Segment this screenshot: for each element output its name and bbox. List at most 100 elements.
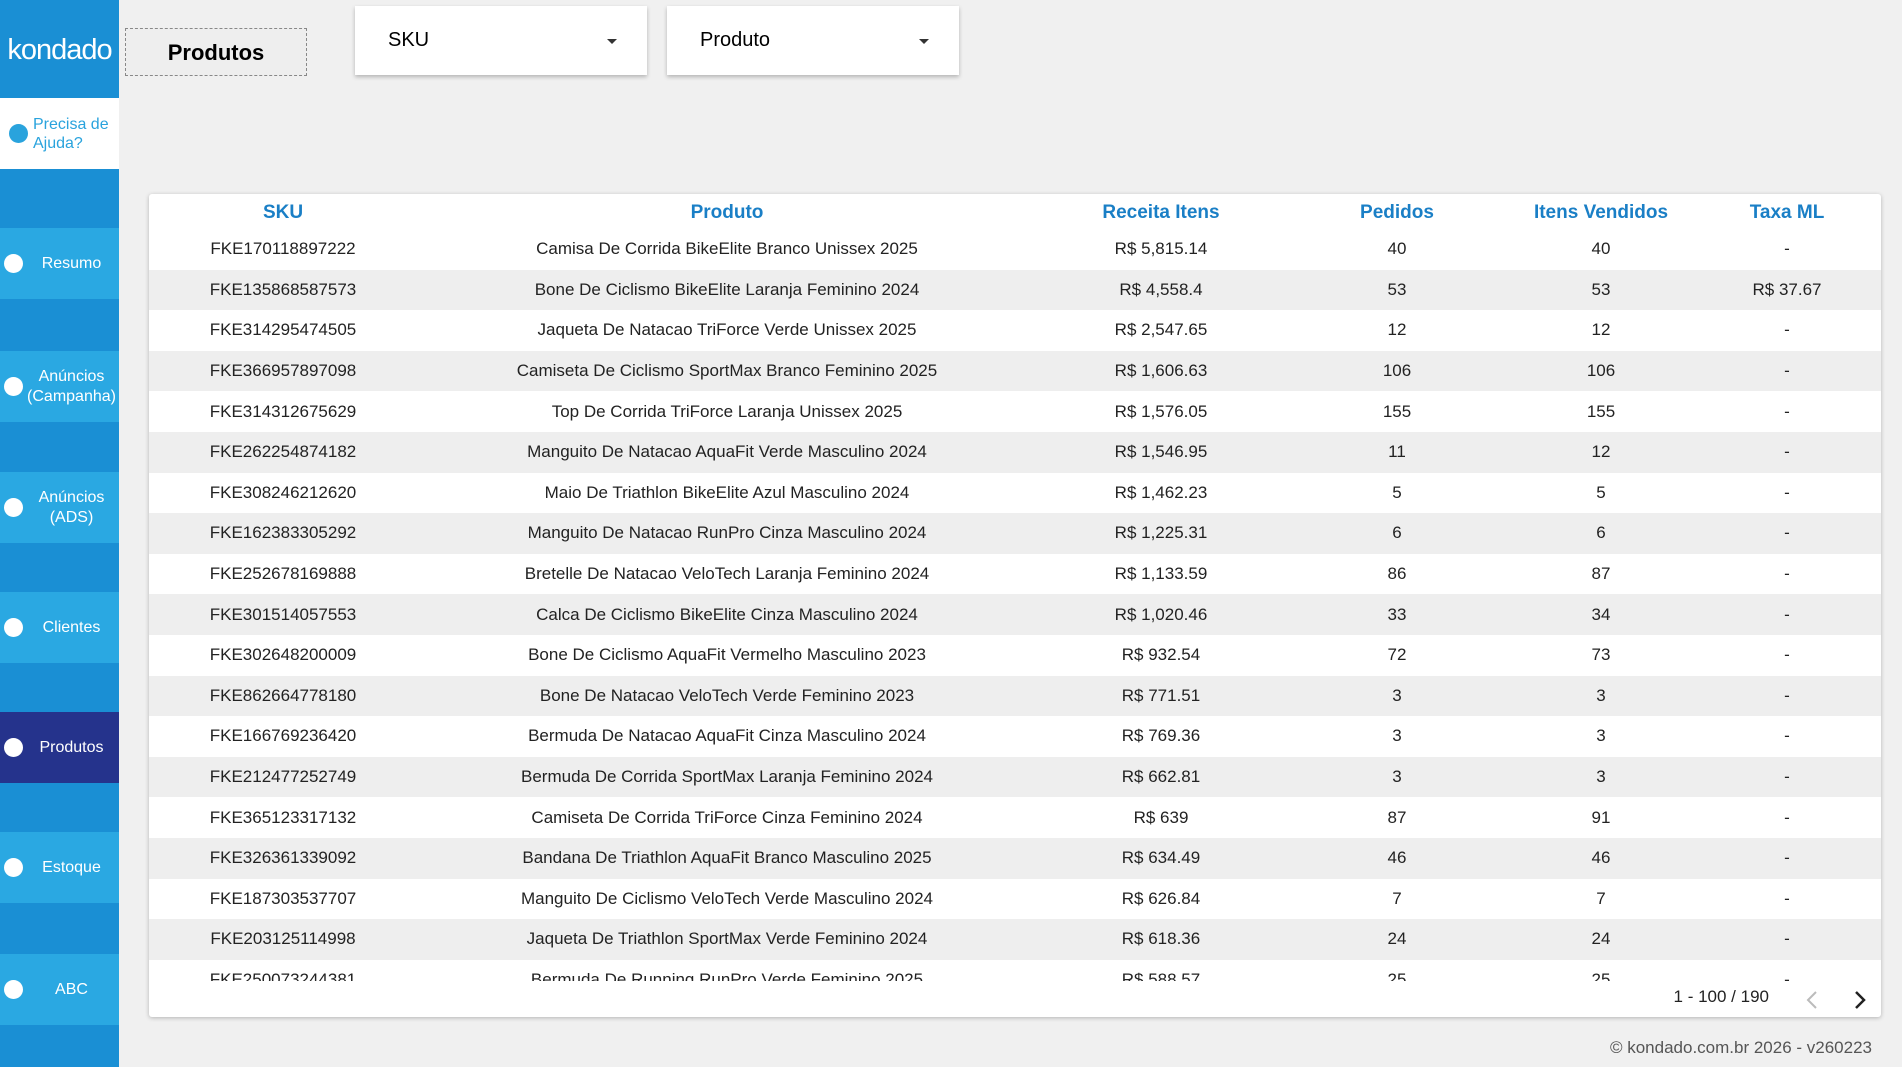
table-cell: FKE135868587573 (209, 279, 357, 299)
nav-label: Produtos (39, 738, 104, 756)
table-cell: 87 (1387, 807, 1407, 827)
table-cell: R$ 1,225.31 (1114, 523, 1208, 543)
nav-label: Estoque (42, 858, 101, 876)
table-cell: FKE314295474505 (209, 320, 357, 340)
table-cell: FKE262254874182 (209, 442, 357, 462)
nav-item[interactable]: Resumo (0, 228, 119, 299)
column-header[interactable]: Receita Itens (1102, 202, 1220, 223)
table-cell: 24 (1591, 929, 1611, 949)
nav-label: ABC (55, 980, 88, 998)
table-cell: 12 (1591, 320, 1611, 340)
table-cell: R$ 932.54 (1121, 645, 1201, 665)
nav-label: Anúncios (Campanha) (27, 367, 116, 405)
table-cell: Camiseta De Corrida TriForce Cinza Femin… (531, 807, 923, 827)
table-cell: FKE308246212620 (209, 482, 357, 502)
table-card: SKU Produto Receita Itens Pedidos Itens Vend… (149, 194, 1881, 1017)
table-cell: FKE250073244381 (209, 970, 357, 981)
icon (4, 618, 23, 637)
icon (9, 124, 28, 143)
sidebar: kondado Precisa de Ajuda? Resumo Anúncios… (0, 0, 119, 1067)
table-cell: Bandana De Triathlon AquaFit Branco Masc… (522, 848, 932, 868)
table-cell: Maio De Triathlon BikeElite Azul Masculi… (544, 482, 910, 502)
table-row: FKE314312675629 Top De Corrida TriForce L… (149, 391, 1881, 433)
dropdown-arrow (919, 39, 929, 44)
nav-item[interactable]: Anúncios (Campanha) (0, 351, 119, 422)
table-cell: 72 (1387, 645, 1407, 665)
table-cell: FKE365123317132 (209, 807, 357, 827)
table-cell: - (1784, 482, 1790, 502)
column-header[interactable]: Taxa ML (1749, 202, 1825, 223)
help-link[interactable]: Precisa de Ajuda? (0, 98, 119, 169)
pagination: 1 - 100 / 190 (1673, 987, 1769, 1006)
table-cell: - (1784, 767, 1790, 787)
table-cell: R$ 662.81 (1121, 767, 1201, 787)
table-cell: - (1784, 848, 1790, 868)
column-header[interactable]: Pedidos (1360, 202, 1434, 223)
column-header[interactable]: Itens Vendidos (1533, 202, 1669, 223)
table-cell: R$ 588.57 (1121, 970, 1201, 981)
table-cell: - (1784, 726, 1790, 746)
table-row: FKE302648200009 Bone De Ciclismo AquaFit … (149, 635, 1881, 677)
table-cell: FKE212477252749 (209, 767, 357, 787)
table-cell: R$ 1,546.95 (1114, 442, 1208, 462)
filter-dropdown[interactable]: SKU (355, 6, 647, 75)
table-cell: Bone De Natacao VeloTech Verde Feminino … (539, 685, 915, 705)
table-cell: FKE314312675629 (209, 401, 357, 421)
table-cell: - (1784, 320, 1790, 340)
table-cell: 3 (1596, 767, 1606, 787)
prev-page[interactable] (1805, 990, 1819, 1010)
next-page[interactable] (1853, 990, 1867, 1010)
nav-label: Clientes (42, 618, 101, 636)
table-cell: - (1784, 970, 1790, 981)
table-cell: 3 (1392, 767, 1402, 787)
nav-item[interactable]: ABC (0, 954, 119, 1025)
table-row: FKE166769236420 Bermuda De Natacao AquaFi… (149, 716, 1881, 758)
table-cell: FKE170118897222 (210, 239, 356, 259)
table-cell: 86 (1387, 564, 1407, 584)
table-cell: Calca De Ciclismo BikeElite Cinza Mascul… (536, 604, 918, 624)
table-cell: FKE203125114998 (210, 929, 356, 949)
nav-item[interactable]: Produtos (0, 712, 119, 783)
column-header[interactable]: SKU (262, 202, 304, 223)
nav-item[interactable]: Clientes (0, 592, 119, 663)
table-cell: R$ 5,815.14 (1114, 239, 1208, 259)
table-cell: Bone De Ciclismo BikeElite Laranja Femin… (534, 279, 920, 299)
table-cell: FKE162383305292 (209, 523, 357, 543)
table-cell: R$ 1,020.46 (1114, 604, 1208, 624)
table-cell: - (1784, 564, 1790, 584)
table-cell: Bermuda De Natacao AquaFit Cinza Masculi… (528, 726, 926, 746)
table-cell: 6 (1392, 523, 1402, 543)
table-row: FKE365123317132 Camiseta De Corrida TriFo… (149, 797, 1881, 839)
table-cell: R$ 1,462.23 (1114, 482, 1208, 502)
table-cell: - (1784, 807, 1790, 827)
table-row: FKE162383305292 Manguito De Natacao RunPr… (149, 513, 1881, 555)
column-header[interactable]: Produto (690, 202, 764, 223)
table-cell: FKE326361339092 (209, 848, 357, 868)
table-cell: 3 (1392, 726, 1402, 746)
table-cell: - (1784, 929, 1790, 949)
table-cell: 5 (1596, 482, 1606, 502)
table-body: FKE170118897222 Camisa De Corrida BikeEli… (149, 229, 1881, 981)
table-cell: 91 (1591, 807, 1611, 827)
table-cell: 3 (1596, 726, 1606, 746)
table-cell: Bretelle De Natacao VeloTech Laranja Fem… (524, 564, 930, 584)
table-row: FKE203125114998 Jaqueta De Triathlon Spor… (149, 919, 1881, 961)
table-row: FKE301514057553 Calca De Ciclismo BikeEli… (149, 594, 1881, 636)
filter-dropdown[interactable]: Produto (667, 6, 959, 75)
table-cell: 24 (1387, 929, 1407, 949)
nav-label: Resumo (41, 254, 102, 272)
table-cell: FKE252678169888 (209, 564, 357, 584)
table-cell: R$ 618.36 (1121, 929, 1201, 949)
table-cell: 11 (1388, 442, 1406, 462)
filter-label: SKU (388, 29, 430, 51)
logo[interactable]: kondado (7, 34, 112, 66)
table-cell: 40 (1591, 239, 1611, 259)
table-cell: Camiseta De Ciclismo SportMax Branco Fem… (516, 361, 938, 381)
nav-item[interactable]: Estoque (0, 832, 119, 903)
table-cell: - (1784, 888, 1790, 908)
footer: © kondado.com.br 2026 - v260223 (1609, 1038, 1872, 1057)
table-cell: 6 (1596, 523, 1606, 543)
page-button[interactable]: Produtos (125, 28, 307, 76)
nav-item[interactable]: Anúncios (ADS) (0, 472, 119, 543)
